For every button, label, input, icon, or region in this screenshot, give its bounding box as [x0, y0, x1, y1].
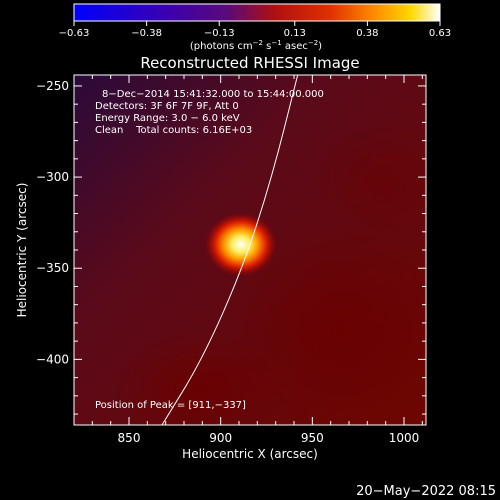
- y-tick-label: −300: [36, 170, 69, 184]
- solar-limb-line: [161, 75, 299, 425]
- x-tick-label: 1000: [389, 431, 420, 445]
- x-axis-label: Heliocentric X (arcsec): [182, 447, 318, 461]
- y-tick-label: −400: [36, 352, 69, 366]
- annotation-detectors: Detectors: 3F 6F 7F 9F, Att 0: [95, 101, 239, 112]
- colorbar-units-label: (photons cm−2 s−1 asec−2): [190, 39, 322, 52]
- colorbar: [73, 3, 441, 22]
- chart-title: Reconstructed RHESSI Image: [140, 54, 359, 72]
- x-tick-label: 900: [209, 431, 232, 445]
- annotation-energy: Energy Range: 3.0 − 6.0 keV: [95, 113, 240, 124]
- y-tick-label: −250: [36, 79, 69, 93]
- x-tick-label: 950: [301, 431, 324, 445]
- annotation-peak: Position of Peak = [911,−337]: [95, 400, 246, 411]
- peak-source: [204, 212, 277, 277]
- colorbar-tick-label: 0.63: [429, 28, 451, 39]
- footer-date: 20−May−2022 08:15: [356, 484, 496, 499]
- annotation-clean: Clean Total counts: 6.16E+03: [95, 125, 252, 136]
- heatmap-image: [74, 75, 426, 425]
- y-tick-label: −350: [36, 261, 69, 275]
- colorbar-tick-label: −0.13: [204, 28, 235, 39]
- colorbar-tick-label: 0.38: [356, 28, 378, 39]
- colorbar-tick-label: −0.63: [59, 28, 90, 39]
- colorbar-ticks: −0.63 −0.38 −0.13 0.13 0.38 0.63: [59, 21, 451, 39]
- x-tick-label: 850: [118, 431, 141, 445]
- colorbar-tick-label: −0.38: [131, 28, 162, 39]
- y-axis-label: Heliocentric Y (arcsec): [15, 183, 29, 318]
- annotation-time: 8−Dec−2014 15:41:32.000 to 15:44:00.000: [102, 89, 324, 100]
- axis-ticks: 850 900 950 1000 −250 −300 −350 −400: [36, 75, 426, 445]
- colorbar-tick-label: 0.13: [284, 28, 306, 39]
